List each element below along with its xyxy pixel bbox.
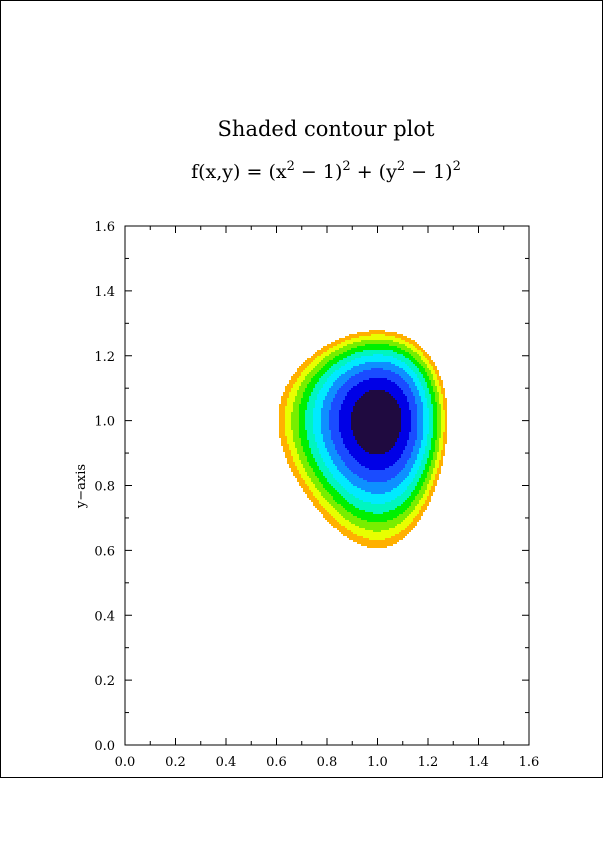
subtitle-superscript: 2 <box>342 159 350 174</box>
contour-fill-layer <box>279 330 447 548</box>
subtitle-superscript: 2 <box>397 159 405 174</box>
y-tick-label: 1.0 <box>94 415 115 430</box>
y-tick-label: 1.6 <box>94 220 115 235</box>
contour-band-0 <box>351 390 401 454</box>
subtitle-part: − 1) <box>295 161 343 183</box>
chart-subtitle: f(x,y) = (x2 − 1)2 + (y2 − 1)2 <box>191 159 461 183</box>
y-axis-label: y−axis <box>74 464 89 509</box>
subtitle-part: − 1) <box>405 161 453 183</box>
axis-ticks <box>124 225 530 746</box>
contour-band-fill <box>351 390 401 454</box>
x-tick-label: 1.4 <box>468 755 489 770</box>
x-tick-label: 0.8 <box>317 755 338 770</box>
x-tick-label: 0.6 <box>266 755 287 770</box>
contour-band-fill <box>339 378 411 470</box>
y-tick-labels: 0.0 0.2 0.4 0.6 0.8 1.0 1.2 1.4 1.6 <box>94 220 115 754</box>
subtitle-superscript: 2 <box>453 159 461 174</box>
subtitle-superscript: 2 <box>287 159 295 174</box>
x-tick-label: 1.0 <box>367 755 388 770</box>
subtitle-part: + (y <box>351 161 397 183</box>
y-tick-label: 0.6 <box>94 544 115 559</box>
x-tick-label: 1.6 <box>519 755 540 770</box>
contour-band-1 <box>339 378 411 470</box>
y-tick-label: 1.2 <box>94 350 115 365</box>
y-tick-label: 0.4 <box>94 609 115 624</box>
y-tick-label: 0.2 <box>94 674 115 689</box>
x-tick-label: 0.2 <box>165 755 186 770</box>
y-tick-label: 0.8 <box>94 480 115 495</box>
x-tick-label: 1.2 <box>418 755 439 770</box>
y-tick-label: 1.4 <box>94 285 115 300</box>
x-tick-label: 0.0 <box>115 755 136 770</box>
y-tick-label: 0.0 <box>94 739 115 754</box>
x-tick-labels: 0.0 0.2 0.4 0.6 0.8 1.0 1.2 1.4 1.6 <box>115 755 540 770</box>
subtitle-part: f(x,y) = (x <box>191 161 287 183</box>
chart-title: Shaded contour plot <box>218 117 435 141</box>
x-tick-label: 0.4 <box>216 755 237 770</box>
